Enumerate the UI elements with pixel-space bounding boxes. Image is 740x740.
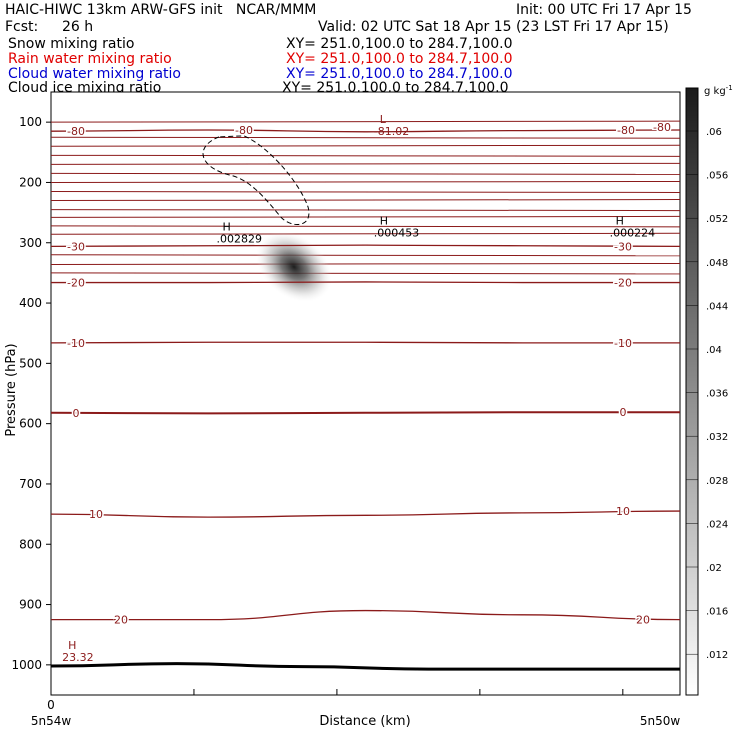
isotherm--30 (51, 244, 680, 248)
valid-time: Valid: 02 UTC Sat 18 Apr 15 (23 LST Fri … (318, 19, 669, 35)
colorbar-level: .06 (706, 127, 722, 138)
upper-isotherm-line (51, 225, 680, 228)
upper-isotherm-line (51, 262, 680, 265)
y-tick-label: 100 (19, 115, 42, 129)
x-axis-label: Distance (km) (319, 714, 410, 729)
y-tick-label: 200 (19, 175, 42, 189)
upper-isotherms (51, 120, 680, 275)
isotherm-10 (51, 510, 680, 518)
isotherm--10 (51, 341, 680, 344)
colorbar-level: .024 (706, 519, 728, 530)
y-tick-label: 800 (19, 537, 42, 551)
colorbar-level: .02 (706, 563, 722, 574)
terrain-surface-line (51, 662, 680, 671)
y-tick-label: 300 (19, 236, 42, 250)
y-tick-label: 1000 (11, 658, 42, 672)
isotherm-label-right: 0 (620, 406, 627, 419)
isotherm-label-left: -80 (67, 125, 85, 138)
isotherm-label-right: -30 (614, 240, 632, 253)
extremum-marker: L (380, 113, 387, 126)
extremum-value: .000453 (374, 226, 420, 239)
colorbar-level: .012 (706, 650, 728, 661)
isotherm-label-left: 10 (89, 508, 103, 521)
isotherm-label-right: 20 (636, 614, 650, 627)
isotherm-label-right: -10 (614, 337, 632, 350)
upper-isotherm-line (51, 272, 680, 275)
isotherm-label-left: -30 (67, 240, 85, 253)
colorbar-level: .052 (706, 214, 728, 225)
extremum-value: 23.32 (62, 651, 93, 664)
forecast-label: Fcst: (5, 19, 39, 35)
field-rain-xy: XY= 251.0,100.0 to 284.7,100.0 (286, 51, 513, 67)
x-origin-label: 0 (47, 698, 55, 712)
forecast-hour: 26 h (62, 19, 94, 35)
upper-isotherm-line (51, 136, 680, 139)
colorbar-units: g kg-1 (704, 84, 733, 97)
upper-isotherm-line (51, 232, 680, 235)
x-left-endpoint: 5n54w (31, 714, 72, 728)
colorbar-level: .016 (706, 607, 728, 618)
upper-isotherm-line (51, 190, 680, 193)
upper-isotherm-line (51, 144, 680, 147)
y-tick-label: 900 (19, 598, 42, 612)
isotherm-0 (51, 411, 680, 415)
extremum-marker: H (68, 639, 76, 652)
extremum-value: .002829 (217, 232, 263, 245)
upper-isotherm-line (51, 254, 680, 257)
isotherm--20 (51, 281, 680, 284)
isotherm-label-left: 0 (73, 407, 80, 420)
isotherm-20 (51, 609, 680, 621)
upper-isotherm-line (51, 162, 680, 165)
field-cloudwater-name: Cloud water mixing ratio (8, 66, 181, 82)
colorbar-level: .056 (706, 171, 728, 182)
upper-isotherm-line (51, 172, 680, 175)
extremum-marker: H (223, 220, 231, 233)
colorbar-level: .032 (706, 432, 728, 443)
colorbar-level: .048 (706, 258, 728, 269)
init-time: Init: 00 UTC Fri 17 Apr 15 (516, 2, 692, 18)
colorbar (685, 87, 699, 696)
extremum-value: -81.02 (374, 125, 409, 138)
y-tick-label: 500 (19, 356, 42, 370)
field-rain-name: Rain water mixing ratio (8, 51, 172, 67)
isotherm-label-left: 20 (114, 614, 128, 627)
upper-isotherm-line (51, 199, 680, 202)
colorbar-level: .028 (706, 476, 728, 487)
isotherm-label-right: -80 (617, 124, 635, 137)
upper-isotherm-line (51, 209, 680, 212)
y-axis-label: Pressure (hPa) (4, 343, 19, 436)
upper-isotherm-line (51, 154, 680, 157)
isotherm-label-right: -20 (614, 277, 632, 290)
extremum-marker: H (616, 214, 624, 227)
x-right-endpoint: 5n50w (640, 714, 681, 728)
upper-isotherm-line (51, 120, 680, 123)
isotherm-label-left: -20 (67, 277, 85, 290)
extremum-value: .000224 (610, 226, 656, 239)
colorbar-level: .044 (706, 301, 728, 312)
isotherm--80 (51, 129, 680, 133)
cloud-ice-contour (202, 135, 310, 226)
isotherm-label-mid: -80 (235, 124, 253, 137)
field-snow-xy: XY= 251.0,100.0 to 284.7,100.0 (286, 36, 513, 52)
colorbar-level: .036 (706, 389, 728, 400)
plot-title: HAIC-HIWC 13km ARW-GFS init NCAR/MMM (5, 2, 317, 18)
y-tick-label: 700 (19, 477, 42, 491)
field-cloudwater-xy: XY= 251.0,100.0 to 284.7,100.0 (286, 66, 513, 82)
isotherm-label-left: -10 (67, 337, 85, 350)
isotherm-label-right: 10 (616, 505, 630, 518)
upper-isotherm-line (51, 180, 680, 183)
field-snow-name: Snow mixing ratio (8, 36, 135, 52)
upper-isotherm-line (51, 215, 680, 218)
colorbar-level: .04 (706, 345, 722, 356)
y-tick-label: 600 (19, 417, 42, 431)
isotherm-label-far-right: -80 (653, 121, 671, 134)
snow-mixing-ratio-shading (256, 231, 332, 302)
extremum-marker: H (380, 214, 388, 227)
y-tick-label: 400 (19, 296, 42, 310)
